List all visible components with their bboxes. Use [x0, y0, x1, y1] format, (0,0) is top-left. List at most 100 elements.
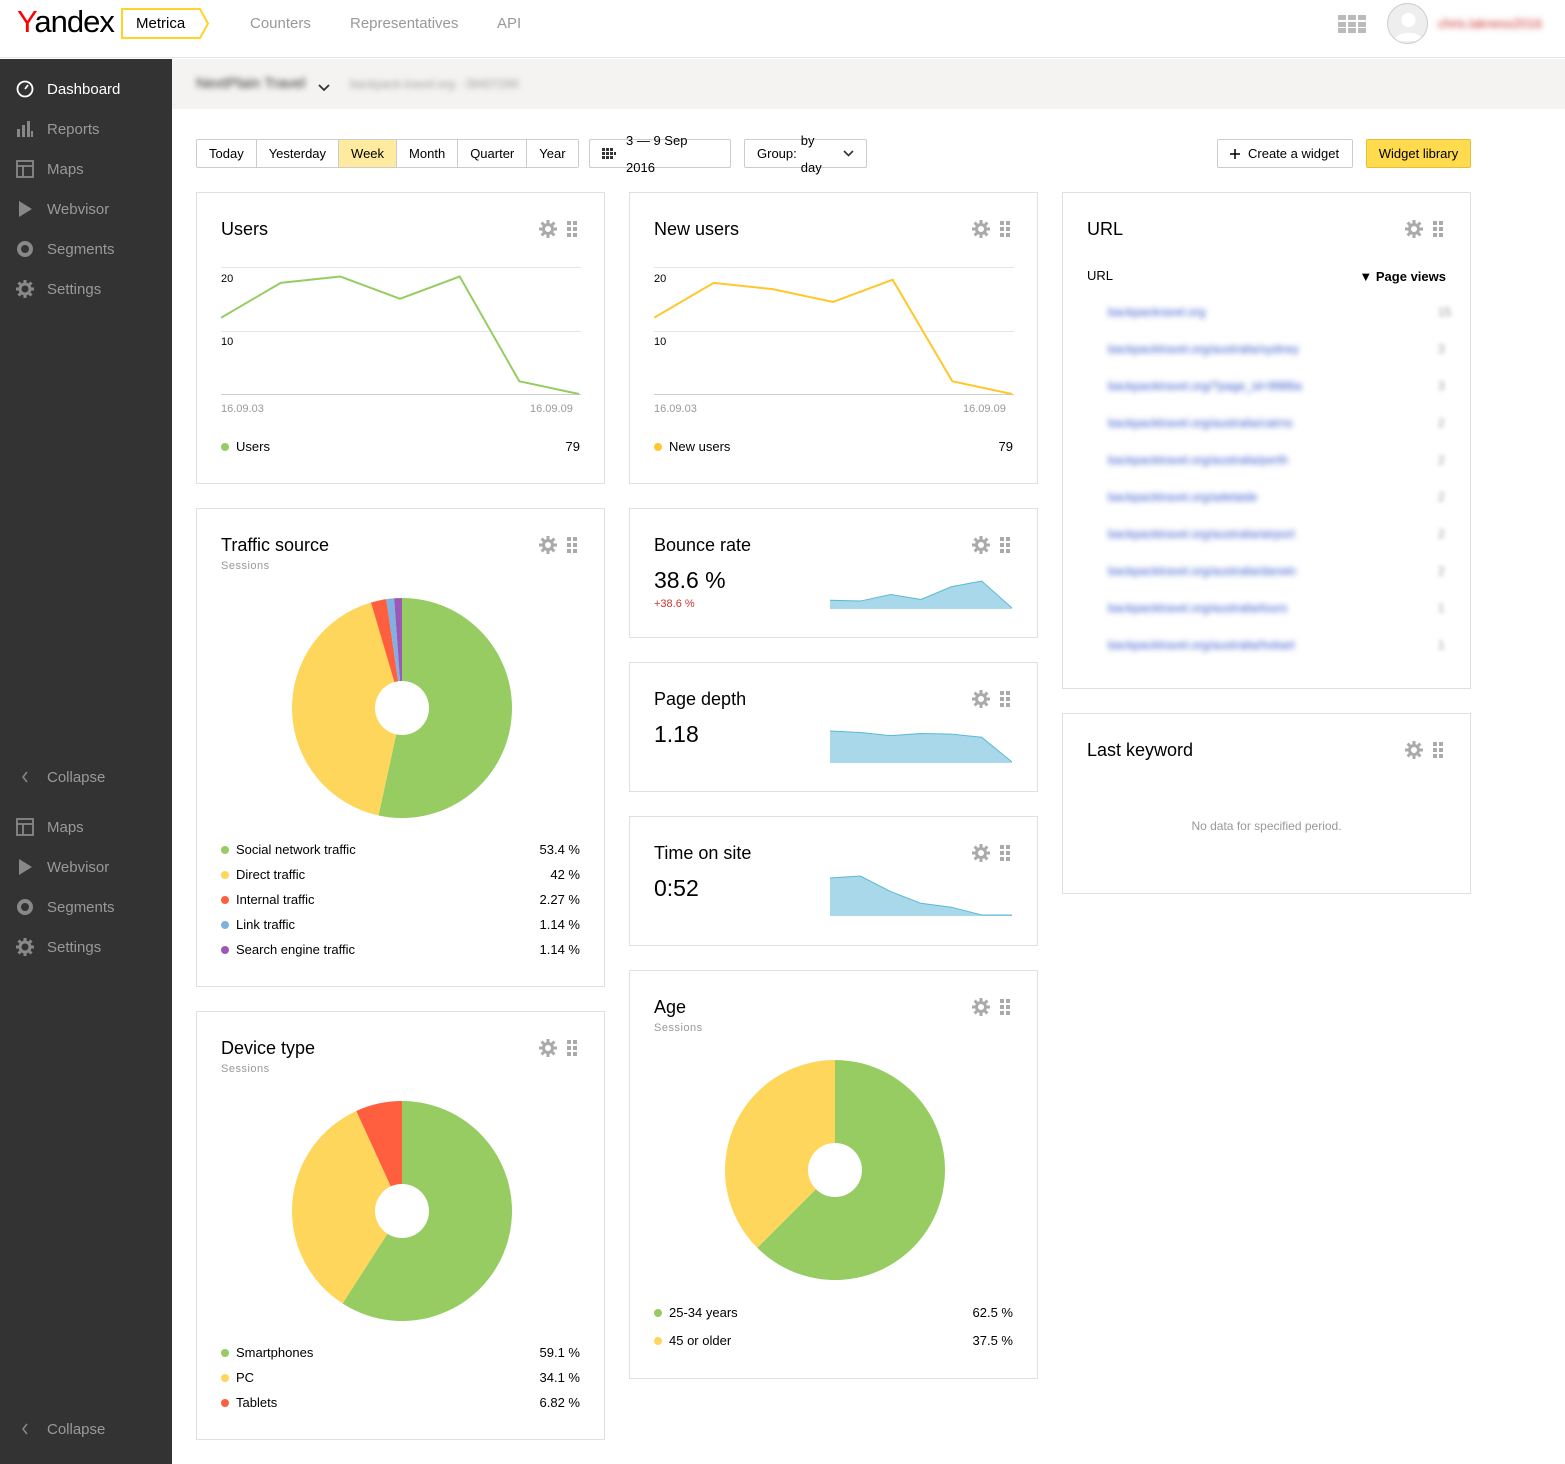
- create-widget-button[interactable]: Create a widget: [1217, 139, 1353, 168]
- sparkline-line: [830, 580, 1012, 609]
- chevron-down-icon[interactable]: [318, 79, 330, 97]
- legend-item[interactable]: Tablets: [221, 1395, 277, 1410]
- period-month[interactable]: Month: [397, 140, 459, 167]
- url-link[interactable]: backpacktravel.org/australia/cairns: [1108, 416, 1293, 430]
- url-link[interactable]: backpacktravel.org/australia/perth: [1108, 453, 1289, 467]
- play-icon: [15, 199, 35, 219]
- url-link[interactable]: backpacktravel.org/?page_id=9986a: [1108, 379, 1302, 393]
- sparkline-area: [830, 581, 1012, 609]
- avatar[interactable]: [1387, 3, 1428, 44]
- period-yesterday[interactable]: Yesterday: [256, 140, 340, 167]
- legend-dot: [654, 1336, 662, 1345]
- sidebar-item-segments-2[interactable]: Segments: [0, 887, 172, 927]
- logo-first-letter: Y: [17, 4, 35, 39]
- gear-icon[interactable]: [972, 536, 990, 554]
- url-link[interactable]: backpacktravel.org/australia/tours: [1108, 601, 1288, 615]
- legend-item[interactable]: Internal traffic: [221, 892, 315, 907]
- url-link[interactable]: backpacktravel.org/australia/darwin: [1108, 564, 1297, 578]
- legend-item[interactable]: Link traffic: [221, 917, 295, 932]
- nav-counters[interactable]: Counters: [250, 15, 311, 32]
- legend-value: 79: [998, 439, 1013, 454]
- url-link[interactable]: backpacktravel.org/australia/sydney: [1108, 342, 1299, 356]
- group-select[interactable]: Group: by day: [744, 133, 867, 175]
- drag-handle-icon[interactable]: [567, 537, 577, 553]
- gear-icon[interactable]: [539, 536, 557, 554]
- drag-handle-icon[interactable]: [567, 1040, 577, 1056]
- period-year[interactable]: Year: [527, 140, 578, 167]
- metrica-tag[interactable]: Metrica: [121, 8, 210, 39]
- gear-icon[interactable]: [972, 220, 990, 238]
- legend-item[interactable]: 45 or older: [654, 1333, 731, 1348]
- sidebar-item-dashboard[interactable]: Dashboard: [0, 69, 172, 109]
- pie-slice[interactable]: [370, 599, 402, 708]
- drag-handle-icon[interactable]: [1000, 691, 1010, 707]
- drag-handle-icon[interactable]: [1433, 742, 1443, 758]
- sidebar-item-label: Settings: [47, 280, 102, 298]
- gear-icon[interactable]: [539, 220, 557, 238]
- sidebar-item-segments[interactable]: Segments: [0, 229, 172, 269]
- column-url[interactable]: URL: [1087, 268, 1114, 283]
- gear-icon[interactable]: [972, 998, 990, 1016]
- pie-slice[interactable]: [292, 1110, 402, 1304]
- pie-slice[interactable]: [725, 1060, 835, 1248]
- pie-slice[interactable]: [378, 598, 512, 818]
- sidebar-item-reports[interactable]: Reports: [0, 109, 172, 149]
- legend-item[interactable]: 25-34 years: [654, 1305, 738, 1320]
- drag-handle-icon[interactable]: [1000, 221, 1010, 237]
- widget-title: URL: [1087, 219, 1124, 239]
- yandex-logo[interactable]: Yandex: [17, 4, 115, 40]
- widget-library-button[interactable]: Widget library: [1366, 139, 1471, 168]
- sidebar-item-settings[interactable]: Settings: [0, 269, 172, 309]
- widget-subtitle: Sessions: [221, 1063, 270, 1075]
- legend-dot: [221, 895, 229, 904]
- sidebar-item-settings-2[interactable]: Settings: [0, 927, 172, 967]
- period-quarter[interactable]: Quarter: [458, 140, 528, 167]
- sidebar-collapse[interactable]: Collapse: [0, 757, 172, 797]
- drag-handle-icon[interactable]: [1433, 221, 1443, 237]
- url-link[interactable]: backpacktravel.org/australia/hobart: [1108, 638, 1295, 652]
- drag-handle-icon[interactable]: [1000, 999, 1010, 1015]
- nav-api[interactable]: API: [497, 15, 522, 32]
- legend-item[interactable]: PC: [221, 1370, 254, 1385]
- legend-item[interactable]: Social network traffic: [221, 842, 356, 857]
- x-tick-start: 16.09.03: [654, 403, 697, 415]
- sidebar-item-maps[interactable]: Maps: [0, 149, 172, 189]
- sidebar-collapse-bottom[interactable]: Collapse: [0, 1409, 172, 1449]
- legend-item[interactable]: Search engine traffic: [221, 942, 355, 957]
- sidebar-item-maps-2[interactable]: Maps: [0, 807, 172, 847]
- gear-icon[interactable]: [972, 690, 990, 708]
- legend-item[interactable]: Direct traffic: [221, 867, 305, 882]
- legend-item[interactable]: Smartphones: [221, 1345, 313, 1360]
- drag-handle-icon[interactable]: [1000, 845, 1010, 861]
- url-link[interactable]: backpacktravel.org/adelaide: [1108, 490, 1258, 504]
- counter-name[interactable]: NextPlain Travel: [196, 75, 306, 92]
- sidebar-item-label: Reports: [47, 120, 100, 138]
- sidebar-item-label: Maps: [47, 818, 84, 836]
- username[interactable]: chris.lakness2016: [1438, 16, 1543, 31]
- widget-title: New users: [654, 219, 740, 239]
- drag-handle-icon[interactable]: [1000, 537, 1010, 553]
- period-week[interactable]: Week: [339, 140, 398, 167]
- sidebar: Dashboard Reports Maps Webvisor Segments…: [0, 59, 172, 1464]
- gear-icon[interactable]: [972, 844, 990, 862]
- pie-slice[interactable]: [394, 598, 402, 708]
- url-link[interactable]: backpacktravel.org/australia/airport: [1108, 527, 1295, 541]
- sidebar-item-webvisor-2[interactable]: Webvisor: [0, 847, 172, 887]
- drag-handle-icon[interactable]: [567, 221, 577, 237]
- pie-slice[interactable]: [356, 1101, 402, 1211]
- gear-icon[interactable]: [1405, 220, 1423, 238]
- widget-controls: [972, 690, 1016, 708]
- sidebar-item-label: Segments: [47, 240, 115, 258]
- apps-grid-icon[interactable]: [1338, 15, 1366, 33]
- url-link[interactable]: backpackravel.org: [1108, 305, 1206, 319]
- group-label: Group:: [757, 146, 797, 161]
- sidebar-item-webvisor[interactable]: Webvisor: [0, 189, 172, 229]
- pie-slice[interactable]: [291, 602, 402, 816]
- period-today[interactable]: Today: [197, 140, 257, 167]
- date-range-button[interactable]: 3 — 9 Sep 2016: [589, 133, 731, 175]
- gear-icon[interactable]: [539, 1039, 557, 1057]
- nav-representatives[interactable]: Representatives: [350, 15, 459, 32]
- gear-icon[interactable]: [1405, 741, 1423, 759]
- column-page-views[interactable]: ▼ Page views: [1359, 269, 1446, 284]
- pie-slice[interactable]: [386, 598, 402, 708]
